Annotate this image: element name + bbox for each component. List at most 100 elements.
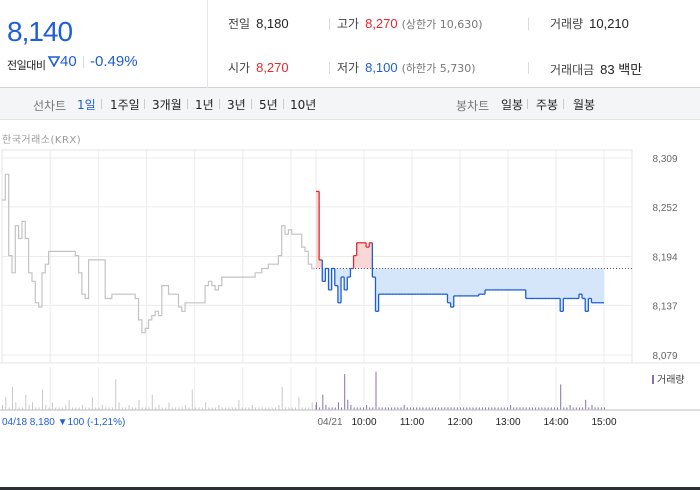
volume-bar — [208, 407, 210, 410]
current-price: 8,140 — [7, 16, 73, 47]
volume-bar — [572, 407, 574, 410]
period-3m-button[interactable]: 3개월 — [152, 98, 182, 112]
volume-bar — [516, 407, 518, 410]
price-header: 8,140 전일대비 40 -0.49% 전일 8,180 고가 8,270 (상한가… — [0, 0, 700, 88]
divider — [329, 18, 330, 30]
volume-bar — [413, 407, 414, 410]
volume-bar — [105, 407, 107, 410]
volume-bar — [45, 404, 47, 410]
volume-bar — [285, 407, 286, 410]
volume-bar — [191, 389, 193, 410]
volume-bar — [450, 407, 452, 410]
period-1d-button[interactable]: 1일 — [77, 98, 96, 112]
candle-weekly-button[interactable]: 주봉 — [536, 98, 559, 112]
volume-bar — [228, 407, 230, 410]
volume-bar — [394, 407, 396, 410]
volume-bar — [148, 407, 150, 410]
volume-bar — [378, 407, 380, 410]
bottom-rule — [0, 487, 700, 490]
stat-value: 8,270 — [256, 60, 289, 75]
volume-bar — [372, 407, 374, 410]
volume-bar — [431, 407, 433, 410]
volume-bar — [403, 404, 405, 410]
volume-bar — [58, 407, 60, 410]
volume-bar — [532, 407, 533, 410]
period-1w-button[interactable]: 1주일 — [110, 98, 140, 112]
volume-bar — [25, 394, 27, 410]
stat-volume: 거래량 10,210 — [550, 15, 629, 32]
volume-bar — [118, 402, 120, 410]
stat-label: 전일 — [228, 17, 251, 31]
x-tick-label: 10:00 — [351, 417, 376, 428]
volume-bar — [2, 404, 3, 410]
volume-bar — [301, 407, 303, 410]
volume-bar — [251, 404, 253, 410]
volume-bar — [547, 407, 549, 410]
volume-bar — [155, 407, 157, 410]
divider — [528, 18, 529, 30]
y-tick-label: 8,194 — [652, 253, 677, 264]
volume-bar — [275, 407, 276, 410]
volume-bar — [315, 404, 316, 410]
volume-bar — [75, 407, 77, 410]
compare-label: 전일대비 — [7, 59, 46, 72]
volume-bar — [557, 407, 558, 410]
volume-bar — [35, 407, 37, 410]
volume-bar — [71, 407, 73, 410]
volume-bar — [48, 407, 50, 410]
volume-bar — [503, 407, 505, 410]
volume-bar — [261, 407, 263, 410]
volume-bar — [425, 407, 427, 410]
volume-bar — [331, 407, 333, 410]
volume-bar — [201, 407, 203, 410]
divider — [101, 99, 102, 109]
volume-bar — [519, 407, 521, 410]
y-tick-label: 8,252 — [652, 203, 677, 214]
volume-bar — [491, 407, 493, 410]
volume-bar — [288, 407, 290, 410]
volume-bar — [494, 407, 496, 410]
volume-bar — [131, 407, 133, 410]
volume-bar — [55, 407, 57, 410]
volume-bar — [135, 407, 137, 410]
volume-bar — [510, 404, 512, 410]
chart-toolbar: 선차트 1일 1주일 3개월 1년 3년 5년 10년 봉차트 일봉 주봉 월봉 — [0, 88, 700, 120]
volume-bar — [469, 407, 471, 410]
volume-bar — [258, 407, 260, 410]
volume-bar — [369, 407, 371, 410]
prev-day-summary: 04/18 8,180 ▼100 (-1,21%) — [2, 417, 125, 428]
volume-bar — [98, 407, 100, 410]
volume-bar — [466, 407, 468, 410]
volume-bar — [569, 404, 571, 410]
stat-sub: (하한가 5,730) — [401, 62, 476, 75]
volume-bar — [456, 407, 458, 410]
stat-prev-close: 전일 8,180 — [228, 15, 289, 32]
volume-bar — [325, 404, 327, 410]
period-3y-button[interactable]: 3년 — [227, 98, 246, 112]
volume-bar — [550, 407, 552, 410]
volume-bar — [145, 407, 147, 410]
volume-bar — [500, 407, 502, 410]
volume-bar — [248, 407, 250, 410]
candle-monthly-button[interactable]: 월봉 — [573, 98, 596, 112]
period-5y-button[interactable]: 5년 — [259, 98, 278, 112]
candle-daily-button[interactable]: 일봉 — [501, 98, 524, 112]
stat-value: 83 백만 — [600, 62, 643, 77]
period-10y-button[interactable]: 10년 — [290, 98, 317, 112]
volume-bar — [305, 407, 306, 410]
period-1y-button[interactable]: 1년 — [195, 98, 214, 112]
volume-bar — [400, 407, 402, 410]
stat-value: 10,210 — [589, 16, 629, 31]
volume-bar — [78, 407, 80, 410]
volume-bar — [488, 407, 490, 410]
stat-sub: (상한가 10,630) — [401, 18, 483, 31]
volume-bar — [85, 407, 87, 410]
volume-bar — [435, 407, 436, 410]
volume-bar — [15, 402, 17, 410]
volume-bar — [245, 407, 247, 410]
volume-bar — [535, 407, 537, 410]
volume-bar — [161, 407, 163, 410]
volume-bar — [5, 397, 7, 410]
volume-bar — [507, 407, 508, 410]
